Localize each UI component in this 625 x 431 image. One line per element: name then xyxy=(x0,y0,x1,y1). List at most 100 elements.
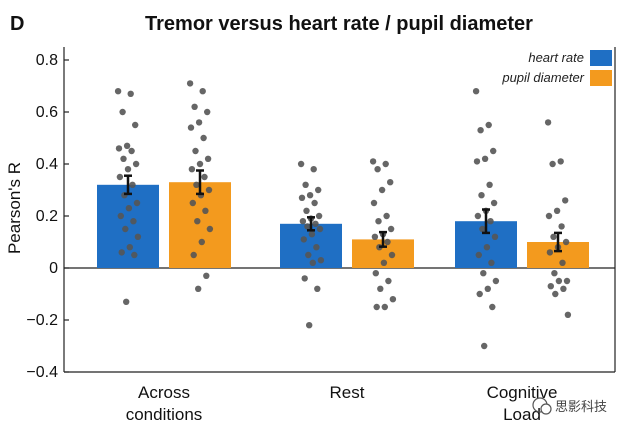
data-point xyxy=(381,303,388,311)
legend: heart rate pupil diameter xyxy=(501,50,612,86)
data-point xyxy=(490,147,497,155)
data-point xyxy=(134,233,142,240)
x-tick-label: Across xyxy=(138,383,190,402)
data-point xyxy=(132,121,139,129)
data-point xyxy=(316,225,324,233)
data-point xyxy=(490,199,498,207)
data-point xyxy=(488,259,495,266)
data-point xyxy=(308,231,316,238)
data-point xyxy=(387,179,394,186)
data-point xyxy=(489,303,496,311)
data-point xyxy=(371,233,379,240)
data-point xyxy=(484,285,491,292)
data-point xyxy=(557,158,564,165)
data-point xyxy=(191,103,198,111)
data-point xyxy=(310,166,317,173)
data-point xyxy=(119,108,126,116)
data-point xyxy=(204,108,211,116)
data-point xyxy=(475,251,482,259)
data-point xyxy=(546,249,554,256)
data-point xyxy=(122,225,129,233)
data-point xyxy=(549,160,556,168)
data-point xyxy=(472,88,480,95)
x-tick-label: Rest xyxy=(330,383,365,402)
data-point xyxy=(553,207,561,214)
data-point xyxy=(385,277,392,285)
data-point xyxy=(378,186,386,194)
data-point xyxy=(126,244,133,251)
data-point xyxy=(186,80,194,87)
data-point xyxy=(389,296,397,303)
data-point xyxy=(202,207,209,214)
data-point xyxy=(203,272,210,279)
panel-letter: D xyxy=(10,13,24,35)
data-point xyxy=(116,173,124,181)
data-point xyxy=(384,238,391,246)
data-point xyxy=(306,192,314,199)
data-point xyxy=(562,238,570,246)
legend-label: heart rate xyxy=(528,50,584,65)
bar-heart-rate xyxy=(97,184,159,268)
data-point xyxy=(311,199,318,207)
data-point xyxy=(299,218,307,225)
wechat-icon-bubble xyxy=(540,403,552,415)
data-point xyxy=(188,166,196,173)
y-tick-label: 0.4 xyxy=(36,156,58,173)
y-tick-label: 0 xyxy=(49,260,58,277)
data-point xyxy=(377,285,384,292)
data-point xyxy=(127,90,134,98)
data-point xyxy=(544,119,552,126)
x-tick-label: Load xyxy=(503,405,541,424)
data-point xyxy=(187,124,195,131)
data-point xyxy=(383,212,390,220)
legend-swatch xyxy=(590,70,612,86)
data-point xyxy=(487,218,494,225)
data-point xyxy=(123,298,130,305)
data-point xyxy=(192,147,199,155)
data-point xyxy=(124,166,132,173)
data-point xyxy=(195,119,203,126)
data-point xyxy=(485,121,492,129)
data-point xyxy=(123,142,131,149)
data-point xyxy=(125,205,133,212)
data-point xyxy=(372,270,379,277)
data-point xyxy=(196,160,204,168)
data-point xyxy=(486,181,493,188)
legend-label: pupil diameter xyxy=(501,70,584,85)
y-tick-label: −0.4 xyxy=(26,364,58,381)
data-point xyxy=(314,285,321,292)
data-point xyxy=(133,199,141,207)
data-point xyxy=(481,342,488,350)
data-point xyxy=(301,275,308,282)
data-point xyxy=(545,212,553,220)
data-point xyxy=(115,145,123,152)
data-point xyxy=(204,155,212,162)
data-point xyxy=(564,311,572,318)
x-tick-label: conditions xyxy=(126,405,203,424)
data-point xyxy=(374,166,381,173)
data-point xyxy=(129,181,136,188)
data-point xyxy=(315,186,322,194)
data-point xyxy=(555,277,563,285)
chart-title: Tremor versus heart rate / pupil diamete… xyxy=(145,13,533,35)
data-point xyxy=(552,290,559,298)
data-point xyxy=(477,127,484,134)
data-point xyxy=(380,259,388,266)
data-point xyxy=(131,251,138,259)
data-point xyxy=(201,173,208,181)
data-point xyxy=(560,285,567,292)
y-tick-label: 0.8 xyxy=(36,52,58,69)
data-point xyxy=(193,181,200,188)
data-point xyxy=(194,218,201,225)
watermark: 思影科技 xyxy=(532,397,607,415)
legend-swatch xyxy=(590,50,612,66)
data-point xyxy=(130,218,137,225)
plot-area: −0.4 −0.2 0 0.2 0.4 0.6 0.8 Across conditions Res… xyxy=(26,47,616,424)
data-point xyxy=(547,283,554,290)
y-tick-label: −0.2 xyxy=(26,312,58,329)
data-point xyxy=(373,303,380,311)
data-point xyxy=(309,259,316,266)
data-point xyxy=(195,285,202,292)
data-point xyxy=(370,199,378,207)
